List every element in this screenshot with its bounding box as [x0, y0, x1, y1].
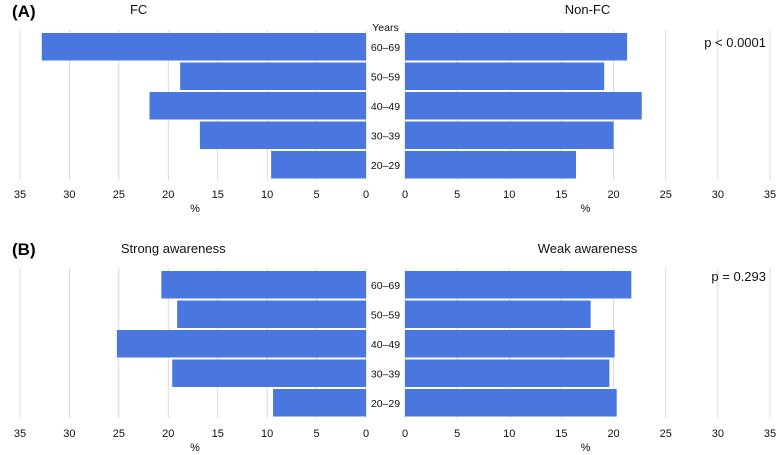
panel-a-tick-label-right: 10 — [503, 189, 515, 201]
panel-a-bar-right — [405, 62, 605, 90]
panel-a-tick-label-left: 15 — [212, 189, 224, 201]
panel-b-category-label: 20–29 — [371, 398, 400, 410]
panel-b-category-label: 50–59 — [371, 309, 400, 321]
panel-a-label: (A) — [12, 2, 36, 21]
panel-a-bar-right — [405, 33, 628, 61]
panel-b-p-value: p = 0.293 — [711, 269, 766, 284]
panel-b-bar-left — [116, 330, 366, 358]
panel-b-category-label: 40–49 — [371, 339, 400, 351]
panel-b-left-title: Strong awareness — [121, 241, 226, 256]
panel-b-bar-right — [405, 271, 632, 299]
panel-b-tick-label-right: 15 — [555, 428, 567, 440]
panel-b-bar-left — [161, 271, 366, 299]
panel-b-xlabel-left: % — [190, 442, 200, 454]
panel-b-tick-label-left: 30 — [63, 428, 75, 440]
panel-a-bar-right — [405, 151, 577, 179]
panel-a-tick-label-right: 5 — [454, 189, 460, 201]
panel-a-tick-label-right: 15 — [555, 189, 567, 201]
panel-b-right-title: Weak awareness — [538, 241, 638, 256]
panel-a-bar-right — [405, 92, 642, 120]
panel-b-tick-label-left: 35 — [14, 428, 26, 440]
panel-b-tick-label-right: 20 — [607, 428, 619, 440]
panel-a-tick-label-left: 30 — [63, 189, 75, 201]
panel-a-category-label: 50–59 — [371, 71, 400, 83]
panel-a-xlabel-right: % — [581, 203, 591, 215]
panel-b-tick-label-left: 10 — [261, 428, 273, 440]
panel-b-tick-label-left: 0 — [363, 428, 369, 440]
panel-a-tick-label-left: 25 — [113, 189, 125, 201]
panel-a-center-header: Years — [372, 22, 398, 34]
panel-b-tick-label-left: 20 — [162, 428, 174, 440]
panel-b-category-label: 30–39 — [371, 368, 400, 380]
panel-a-bar-left — [180, 62, 366, 90]
panel-a-category-label: 40–49 — [371, 101, 400, 113]
panel-a-bar-left — [149, 92, 366, 120]
panel-a-tick-label-right: 35 — [764, 189, 776, 201]
panel-a-bar-left — [271, 151, 366, 179]
panel-a-right-title: Non-FC — [565, 2, 611, 17]
panel-b-tick-label-right: 5 — [454, 428, 460, 440]
panel-b-tick-label-left: 25 — [113, 428, 125, 440]
panel-b-bar-left — [273, 389, 366, 417]
panel-b-category-label: 60–69 — [371, 280, 400, 292]
panel-a-tick-label-right: 30 — [712, 189, 724, 201]
panel-a-tick-label-right: 0 — [402, 189, 408, 201]
panel-b-tick-label-right: 35 — [764, 428, 776, 440]
panel-a-tick-label-right: 20 — [607, 189, 619, 201]
panel-a-tick-label-left: 0 — [363, 189, 369, 201]
panel-b-bar-left — [172, 359, 366, 387]
panel-b-tick-label-right: 25 — [660, 428, 672, 440]
panel-a-left-title: FC — [130, 2, 147, 17]
panel-b-bar-left — [177, 300, 366, 328]
panel-a-bar-left — [199, 121, 366, 149]
panel-a-tick-label-right: 25 — [660, 189, 672, 201]
panel-b-tick-label-right: 0 — [402, 428, 408, 440]
panel-b-label: (B) — [12, 240, 36, 259]
panel-a-tick-label-left: 10 — [261, 189, 273, 201]
panel-a-p-value: p < 0.0001 — [704, 35, 766, 50]
panel-b-bar-right — [405, 389, 617, 417]
panel-a-bar-left — [41, 33, 367, 61]
panel-a-bar-right — [405, 121, 614, 149]
panel-a-category-label: 30–39 — [371, 130, 400, 142]
panel-a-xlabel-left: % — [190, 203, 200, 215]
panel-b-bar-right — [405, 330, 615, 358]
panel-b-tick-label-right: 30 — [712, 428, 724, 440]
panel-b-tick-label-left: 5 — [314, 428, 320, 440]
panel-a-category-label: 60–69 — [371, 42, 400, 54]
panel-b-bar-right — [405, 300, 591, 328]
panel-a-tick-label-left: 5 — [314, 189, 320, 201]
panel-b-tick-label-left: 15 — [212, 428, 224, 440]
panel-a-tick-label-left: 20 — [162, 189, 174, 201]
panel-b-xlabel-right: % — [581, 442, 591, 454]
panel-a-category-label: 20–29 — [371, 160, 400, 172]
panel-a-tick-label-left: 35 — [14, 189, 26, 201]
panel-b-bar-right — [405, 359, 610, 387]
panel-b-tick-label-right: 10 — [503, 428, 515, 440]
